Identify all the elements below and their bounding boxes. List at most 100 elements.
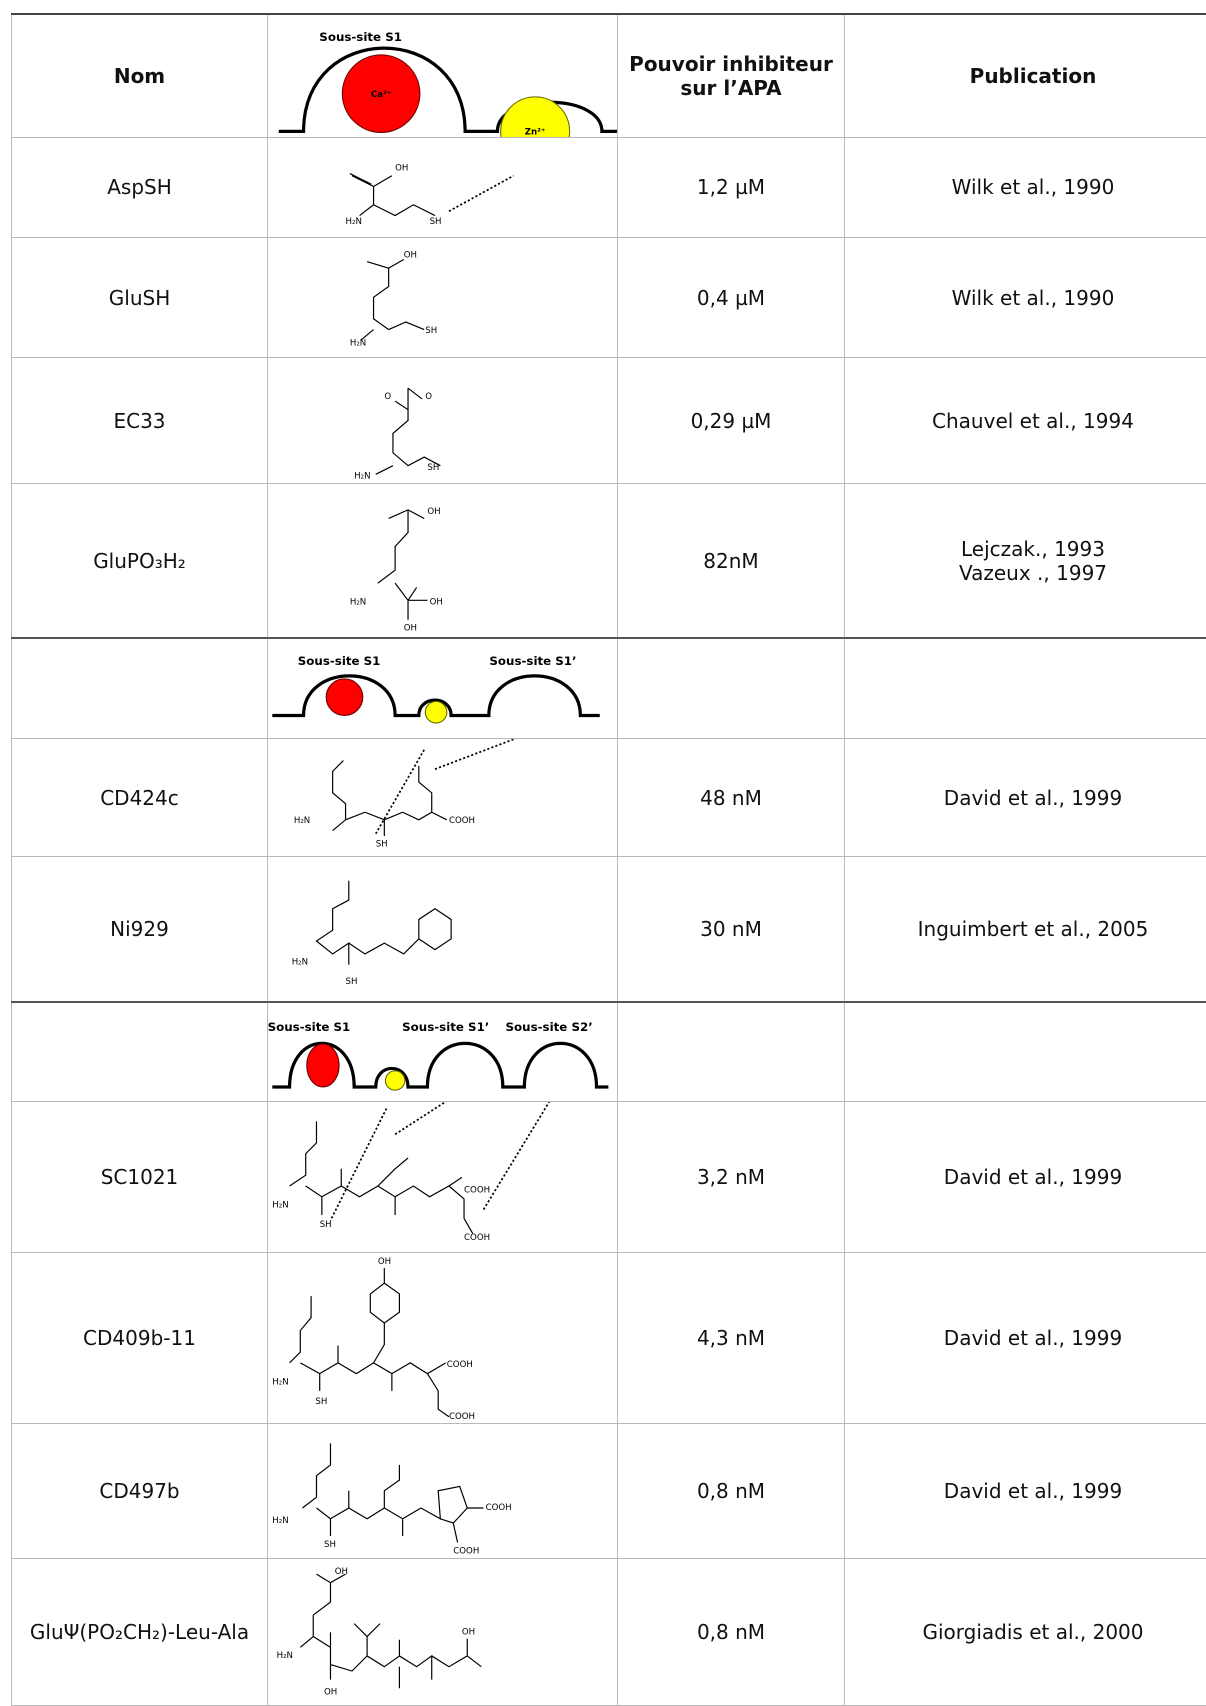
activity: 82nM — [618, 484, 845, 638]
bond — [361, 259, 425, 340]
site-diagram: Sous-site S1 Sous-site S1’ — [268, 639, 617, 738]
atom: H₂N — [277, 1651, 293, 1661]
molecule: H₂N SH — [268, 857, 617, 1001]
activity: 30 nM — [618, 856, 845, 1002]
publication-line: David et al., 1999 — [845, 1479, 1206, 1503]
row: AspSH OH H₂N SH 1,2 µM Wilk et al., 1990 — [12, 137, 1206, 237]
site-diagram-cell: Sous-site S1 Sous-site S1’ Sous-site S2’ — [268, 1002, 618, 1102]
compound-name: GluPO₃H₂ — [12, 484, 268, 638]
atom: SH — [427, 463, 439, 473]
atom: COOH — [447, 1360, 473, 1370]
site-label: Sous-site S1 — [298, 654, 381, 668]
ion-label: Ca²⁺ — [371, 90, 391, 100]
atom: OH — [404, 250, 417, 260]
molecule: OH H₂N OH OH — [268, 484, 617, 637]
structure: OH H₂N SH — [268, 237, 618, 358]
atom: OH — [430, 598, 443, 608]
bond — [300, 1574, 481, 1688]
compound-name: GluSH — [12, 237, 268, 358]
compound-name: CD497b — [12, 1424, 268, 1559]
atom: H₂N — [292, 957, 308, 967]
publication: Inguimbert et al., 2005 — [845, 856, 1206, 1002]
atom: SH — [324, 1540, 336, 1550]
site-label: Sous-site S1’ — [489, 654, 576, 668]
publication: David et al., 1999 — [845, 1102, 1206, 1253]
atom: SH — [376, 840, 388, 850]
row: EC33 O O H₂N SH 0,29 µM Chauvel et al., … — [12, 358, 1206, 484]
bond — [378, 510, 428, 620]
atom: OH — [335, 1567, 348, 1577]
structure: H₂N SH COOH — [268, 739, 618, 856]
bond — [290, 1268, 449, 1417]
atom: H₂N — [272, 1377, 288, 1387]
header-row: Nom Sous-site S1 Ca²⁺ Zn²⁺ Pouvoir inhib… — [12, 14, 1206, 137]
atom: SH — [320, 1220, 332, 1230]
empty-cell — [845, 1002, 1206, 1102]
header-name: Nom — [12, 14, 268, 137]
publication-line: Wilk et al., 1990 — [845, 286, 1206, 310]
bond — [316, 880, 451, 964]
atom: SH — [346, 977, 358, 987]
molecule: H₂N SH COOH COOH — [268, 1102, 617, 1252]
compound-name: AspSH — [12, 137, 268, 237]
row: GluΨ(PO₂CH₂)-Leu-Ala OH H₂N OH OH 0,8 nM… — [12, 1558, 1206, 1705]
site-label: Sous-site S2’ — [506, 1020, 593, 1034]
compound-name: Ni929 — [12, 856, 268, 1002]
atom: H₂N — [272, 1201, 288, 1211]
compound-name: SC1021 — [12, 1102, 268, 1253]
atom: H₂N — [272, 1516, 288, 1526]
atom: COOH — [486, 1503, 512, 1513]
inhibitor-table: Nom Sous-site S1 Ca²⁺ Zn²⁺ Pouvoir inhib… — [11, 13, 1206, 1706]
structure: OH H₂N SH — [268, 137, 618, 237]
publication-line: Lejczak., 1993 — [845, 537, 1206, 561]
empty-cell — [618, 1002, 845, 1102]
atom: COOH — [464, 1233, 490, 1243]
molecule: OH H₂N SH — [268, 138, 617, 237]
structure: OH H₂N OH OH — [268, 1558, 618, 1705]
empty-cell — [845, 638, 1206, 739]
publication: David et al., 1999 — [845, 1424, 1206, 1559]
structure: OH H₂N OH OH — [268, 484, 618, 638]
activity: 0,8 nM — [618, 1558, 845, 1705]
molecule: OH H₂N SH — [268, 238, 617, 358]
publication-line: David et al., 1999 — [845, 1326, 1206, 1350]
header-diagram: Sous-site S1 Ca²⁺ Zn²⁺ — [268, 14, 618, 137]
publication-line: Wilk et al., 1990 — [845, 175, 1206, 199]
publication-line: Vazeux ., 1997 — [845, 561, 1206, 585]
row: Ni929 H₂N SH 30 nM Inguimbert et al., 20… — [12, 856, 1206, 1002]
publication: Wilk et al., 1990 — [845, 237, 1206, 358]
row: CD424c H₂N SH COOH 48 nM David et al., 1… — [12, 739, 1206, 856]
molecule: OH H₂N OH OH — [268, 1559, 617, 1705]
bond — [333, 761, 447, 836]
empty-cell — [12, 1002, 268, 1102]
atom: O — [425, 392, 432, 402]
publication: Wilk et al., 1990 — [845, 137, 1206, 237]
atom: COOH — [449, 816, 475, 826]
publication: David et al., 1999 — [845, 1252, 1206, 1423]
compound-name: CD409b-11 — [12, 1252, 268, 1423]
row: SC1021 H₂N SH COOH COOH 3,2 nM David et … — [12, 1102, 1206, 1253]
bond — [350, 173, 435, 215]
structure: O O H₂N SH — [268, 358, 618, 484]
ion — [425, 702, 447, 724]
row: GluPO₃H₂ OH H₂N OH OH 82nM Lejczak., 199… — [12, 484, 1206, 638]
publication-line: Inguimbert et al., 2005 — [845, 917, 1206, 941]
header-publication: Publication — [845, 14, 1206, 137]
structure: H₂N SH — [268, 856, 618, 1002]
activity: 3,2 nM — [618, 1102, 845, 1253]
ion — [385, 1071, 404, 1090]
activity: 0,29 µM — [618, 358, 845, 484]
site-label: Sous-site S1’ — [402, 1020, 489, 1034]
row: CD497b H₂N SH COOH COOH 0,8 nM David et … — [12, 1424, 1206, 1559]
publication: Giorgiadis et al., 2000 — [845, 1558, 1206, 1705]
atom: SH — [430, 217, 442, 227]
page: Nom Sous-site S1 Ca²⁺ Zn²⁺ Pouvoir inhib… — [0, 0, 1206, 1698]
activity: 48 nM — [618, 739, 845, 856]
compound-name: EC33 — [12, 358, 268, 484]
publication-line: Chauvel et al., 1994 — [845, 409, 1206, 433]
atom: SH — [315, 1397, 327, 1407]
atom: H₂N — [294, 816, 310, 826]
atom: COOH — [464, 1186, 490, 1196]
publication: David et al., 1999 — [845, 739, 1206, 856]
atom: H₂N — [346, 217, 362, 227]
